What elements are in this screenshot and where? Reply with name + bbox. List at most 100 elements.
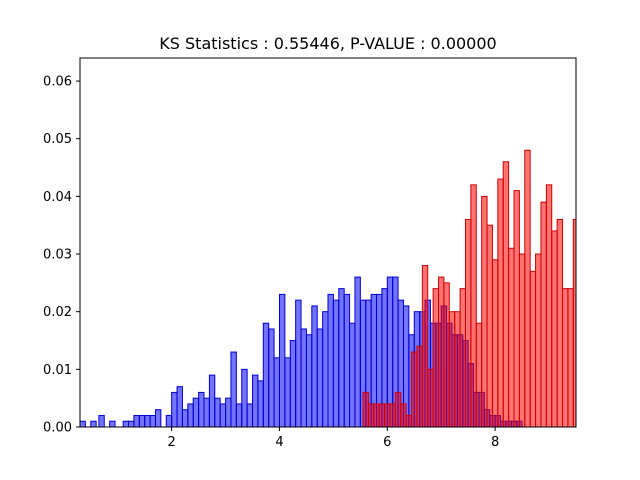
bar-red-7 [400,403,407,427]
bar-blue-31 [273,357,280,427]
bar-red-41 [584,346,589,427]
bar-blue-5 [128,420,135,427]
bar-red-8 [405,414,413,427]
bar-red-13 [432,288,440,427]
bar-red-3 [378,403,386,427]
bar-red-24 [491,259,499,427]
bar-red-34 [545,184,553,427]
series-red-bars [362,58,621,427]
bar-red-23 [486,224,493,427]
bar-red-18 [459,288,466,427]
axes: 2 4 6 8 0.00 0.01 0.02 0.03 0.04 0.05 0.06 [43,57,577,450]
bar-red-44 [600,277,605,427]
bar-red-22 [481,195,488,427]
y-tick-label: 0.00 [43,421,72,436]
bar-red-12 [427,368,434,427]
y-tick-label: 0.05 [43,132,72,147]
bar-blue-27 [252,374,259,427]
y-tick-label: 0.03 [43,248,72,263]
bar-red-21 [475,322,483,427]
bar-red-11 [421,265,429,427]
plot-frame [79,57,577,428]
bar-red-15 [443,282,450,427]
bar-blue-37 [305,334,313,427]
bar-blue-1 [90,420,97,427]
bar-blue-46 [354,276,361,427]
bar-red-46 [611,162,616,427]
bar-blue-7 [138,414,146,427]
bar-blue-26 [246,403,254,427]
bar-blue-19 [208,374,216,427]
bar-red-33 [540,201,547,427]
y-tick-label: 0.04 [43,190,72,205]
bar-red-4 [384,403,391,427]
bar-blue-9 [149,414,156,427]
bar-red-16 [448,311,456,427]
bar-red-10 [416,345,423,427]
x-tick-label: 4 [275,435,283,450]
chart-title: KS Statistics : 0.55446, P-VALUE : 0.000… [159,34,496,53]
bar-red-35 [551,230,558,427]
bar-blue-40 [322,311,329,427]
bar-blue-24 [235,403,243,427]
bar-red-28 [513,190,520,427]
bar-blue-14 [181,409,189,427]
bar-red-40 [579,335,584,427]
bar-red-29 [518,253,526,427]
bar-red-20 [470,184,477,427]
bar-blue-42 [332,299,340,427]
bar-blue-34 [289,340,297,427]
bar-red-43 [595,312,600,427]
bar-red-38 [567,288,574,427]
bar-blue-29 [262,322,270,427]
bar-blue-18 [203,397,210,427]
bar-blue-44 [343,293,351,427]
bar-blue-21 [219,403,227,427]
bar-blue-3 [109,420,116,427]
bar-blue-6 [133,414,140,427]
bar-blue-36 [300,328,307,427]
bar-red-19 [464,218,472,427]
bar-blue-4 [122,420,130,427]
bar-red-47 [616,58,621,427]
bar-red-25 [497,178,504,427]
bar-blue-28 [257,380,264,427]
bar-blue-38 [311,305,318,427]
bar-blue-12 [171,391,178,427]
bar-red-2 [373,403,380,427]
bar-blue-16 [192,397,200,427]
bar-red-5 [389,403,396,427]
bar-blue-15 [187,403,194,427]
bar-blue-43 [338,288,345,427]
bar-blue-23 [230,351,237,427]
bar-red-37 [562,288,569,427]
bar-blue-33 [284,357,291,427]
bar-red-9 [411,351,418,427]
bar-red-31 [529,270,537,427]
bar-blue-8 [144,414,151,427]
bar-blue-35 [295,299,302,427]
bar-red-6 [394,391,402,427]
bar-red-32 [535,253,542,427]
bar-blue-10 [154,409,162,427]
bar-blue-22 [225,397,232,427]
bar-blue-13 [176,386,183,427]
bar-red-14 [438,276,445,427]
bar-blue-30 [268,328,275,427]
bar-red-1 [367,403,375,427]
bar-red-36 [556,218,564,427]
bar-blue-17 [198,391,205,427]
x-tick-label: 6 [383,435,391,450]
bar-blue-32 [278,293,286,427]
bar-blue-20 [214,397,221,427]
y-tick-label: 0.06 [43,75,72,90]
bar-red-42 [589,306,594,427]
y-tick-label: 0.02 [43,305,72,320]
bar-red-17 [454,311,461,427]
bar-blue-25 [241,368,248,427]
bar-blue-41 [327,293,334,427]
bar-blue-2 [98,414,105,427]
bar-red-26 [502,161,510,427]
bar-blue-11 [165,414,173,427]
